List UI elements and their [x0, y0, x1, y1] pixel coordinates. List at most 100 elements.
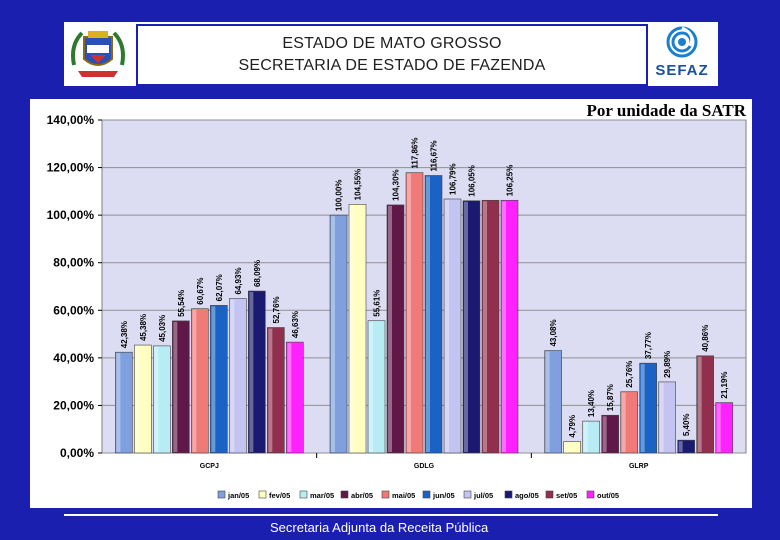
bar: [115, 351, 133, 454]
plot-area: [101, 119, 747, 454]
bar-highlight: [445, 199, 449, 452]
bar: [405, 172, 424, 454]
bar-highlight: [464, 201, 468, 452]
data-label: 106,79%: [449, 163, 458, 195]
bar: [229, 298, 247, 454]
data-label: 60,67%: [196, 278, 205, 305]
state-crest-icon: [71, 31, 125, 77]
bar: [462, 200, 481, 454]
data-label: 40,86%: [701, 325, 710, 352]
legend-label: ago/05: [515, 491, 539, 500]
data-label: 62,07%: [215, 274, 224, 301]
header-line-2: SECRETARIA DE ESTADO DE FAZENDA: [238, 57, 546, 74]
bar-highlight: [287, 343, 292, 452]
data-label: 4,79%: [568, 415, 577, 438]
chart-panel: Por unidade da SATR 0,00% 20,00% 40,00% 60,…: [30, 99, 752, 508]
bar-highlight: [268, 328, 273, 452]
bar: [582, 420, 600, 454]
bar: [153, 345, 171, 454]
category-label: GDLG: [414, 463, 435, 470]
bar: [443, 198, 462, 454]
data-label: 52,76%: [272, 296, 281, 323]
bar-highlight: [697, 356, 702, 452]
y-tick-label: 120,00%: [47, 161, 95, 175]
bar-highlight: [249, 292, 254, 452]
data-label: 117,86%: [411, 138, 420, 169]
bar-highlight: [331, 216, 335, 452]
bar-highlight: [154, 346, 159, 452]
data-label: 45,38%: [139, 314, 148, 341]
data-label: 25,76%: [625, 361, 634, 388]
bar-highlight: [659, 382, 664, 452]
data-label: 46,63%: [291, 311, 300, 338]
data-label: 15,87%: [606, 384, 615, 411]
data-label: 64,93%: [234, 267, 243, 294]
legend-swatch: [299, 490, 308, 499]
bar: [620, 391, 638, 454]
bar-highlight: [483, 201, 487, 452]
bar-highlight: [621, 392, 626, 452]
data-label: 106,25%: [506, 165, 515, 197]
legend-label: set/05: [556, 491, 577, 500]
legend-swatch: [217, 490, 226, 499]
sefaz-logo: SEFAZ: [650, 24, 714, 84]
bar-highlight: [602, 416, 607, 452]
bar-highlight: [545, 351, 550, 452]
bar: [329, 214, 348, 454]
bar: [601, 414, 619, 454]
data-label: 55,54%: [177, 290, 186, 317]
bar-highlight: [640, 364, 645, 452]
legend-swatch: [422, 490, 431, 499]
data-label: 104,55%: [354, 169, 363, 201]
bar: [172, 320, 190, 454]
bar-highlight: [230, 299, 235, 452]
legend-label: out/05: [597, 491, 619, 500]
bar-highlight: [211, 306, 216, 452]
legend-swatch: [545, 490, 554, 499]
sefaz-logo-text: SEFAZ: [655, 62, 709, 79]
legend-swatch: [340, 490, 349, 499]
legend-label: jun/05: [432, 491, 455, 500]
bar: [367, 320, 386, 454]
footer-divider: [64, 514, 718, 516]
y-tick-label: 140,00%: [47, 113, 95, 127]
chart-heading: Por unidade da SATR: [586, 101, 747, 120]
header-line-1: ESTADO DE MATO GROSSO: [282, 35, 502, 52]
bar-highlight: [583, 422, 588, 452]
data-label: 45,03%: [158, 315, 167, 342]
data-label: 43,08%: [549, 319, 558, 346]
bar: [544, 350, 562, 454]
legend-swatch: [463, 490, 472, 499]
legend-label: fev/05: [269, 491, 290, 500]
bar: [134, 344, 152, 454]
legend-swatch: [504, 490, 513, 499]
data-label: 42,38%: [120, 321, 129, 348]
sefaz-swirl-icon: [666, 26, 698, 58]
bar: [658, 381, 676, 454]
bar: [191, 308, 209, 454]
legend-label: mar/05: [310, 491, 334, 500]
legend-swatch: [381, 490, 390, 499]
bar-highlight: [135, 346, 140, 452]
bar-highlight: [388, 205, 392, 452]
y-tick-label: 0,00%: [60, 446, 94, 460]
bar-highlight: [502, 201, 506, 452]
bar-highlight: [192, 309, 197, 452]
legend-label: abr/05: [351, 491, 373, 500]
footer-text: Secretaria Adjunta da Receita Pública: [270, 520, 489, 535]
data-label: 106,05%: [468, 165, 477, 197]
bar-highlight: [678, 441, 683, 452]
header-banner: ESTADO DE MATO GROSSO SECRETARIA DE ESTA…: [64, 22, 718, 86]
legend-label: mai/05: [392, 491, 415, 500]
data-label: 116,67%: [430, 140, 439, 171]
bar-highlight: [564, 442, 569, 452]
bar-highlight: [350, 205, 354, 452]
bar: [248, 290, 266, 454]
data-label: 13,40%: [587, 390, 596, 417]
bar: [500, 199, 519, 454]
data-label: 37,77%: [644, 332, 653, 359]
bar: [267, 327, 285, 454]
bar: [715, 402, 733, 454]
bar: [677, 439, 695, 454]
header-title-box: ESTADO DE MATO GROSSO SECRETARIA DE ESTA…: [136, 24, 648, 86]
